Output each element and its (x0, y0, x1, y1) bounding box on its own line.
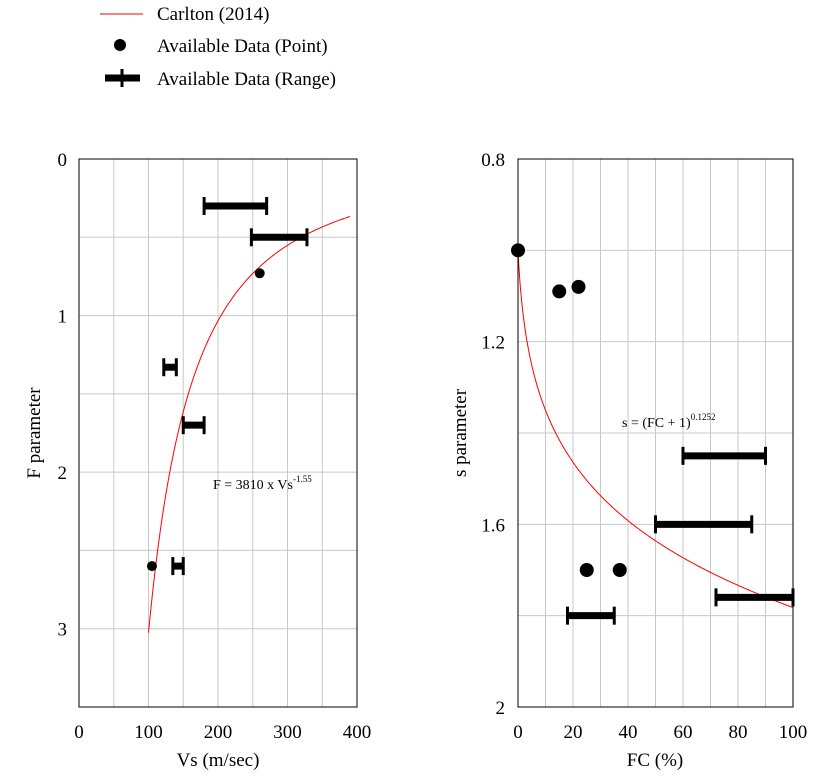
right-x-axis-label: FC (%) (627, 750, 683, 771)
right-equation-annotation: s = (FC + 1)0.1252 (622, 412, 715, 431)
right-equation-base: s = (FC + 1) (622, 416, 691, 431)
right-x-tick-label: 100 (779, 722, 808, 743)
right-carlton-curve (517, 250, 794, 608)
right-x-tick-label: 60 (674, 722, 693, 743)
right-y-tick-label: 0.8 (481, 150, 505, 171)
left-x-tick-label: 0 (74, 722, 84, 743)
left-tick-labels: 0 100 200 300 400 0 1 2 3 (58, 150, 372, 743)
right-x-tick-label: 40 (619, 722, 638, 743)
left-equation-base: F = 3810 x Vs (213, 478, 293, 493)
legend-point-label: Available Data (Point) (157, 36, 328, 57)
left-chart: 0 100 200 300 400 0 1 2 3 Vs (m/sec) F parameter… (24, 150, 371, 771)
left-carlton-curve (148, 216, 351, 633)
right-x-tick-label: 0 (513, 722, 523, 743)
legend-point-swatch (114, 39, 126, 51)
left-y-tick-label: 2 (58, 463, 68, 484)
right-y-tick-label: 1.2 (481, 333, 505, 354)
legend-curve-label: Carlton (2014) (157, 4, 269, 25)
left-data-point (254, 268, 265, 279)
left-x-tick-label: 400 (343, 722, 372, 743)
right-x-tick-label: 80 (729, 722, 748, 743)
left-curve-layer (148, 216, 351, 633)
left-x-tick-label: 200 (204, 722, 233, 743)
right-data-point (579, 563, 594, 577)
right-y-axis-label: s parameter (450, 388, 471, 477)
left-data-point (146, 561, 157, 572)
left-y-tick-label: 0 (58, 150, 68, 171)
legend-range-label: Available Data (Range) (157, 69, 336, 90)
right-gridlines (518, 159, 793, 707)
left-x-axis-label: Vs (m/sec) (177, 750, 260, 771)
left-equation-exponent: -1.55 (293, 474, 312, 484)
left-y-axis-label: F parameter (24, 387, 45, 479)
left-equation-annotation: F = 3810 x Vs-1.55 (213, 474, 312, 493)
right-data-point (552, 284, 567, 299)
left-x-tick-label: 100 (134, 722, 163, 743)
right-data-point (612, 563, 627, 577)
left-y-tick-label: 3 (58, 620, 68, 641)
right-y-tick-label: 1.6 (481, 515, 505, 536)
left-x-tick-label: 300 (273, 722, 302, 743)
left-plot-frame (78, 158, 358, 708)
right-chart: 0 20 40 60 80 100 0.8 1.2 1.6 2 FC (%) s paramete… (450, 150, 807, 771)
right-tick-labels: 0 20 40 60 80 100 0.8 1.2 1.6 2 (481, 150, 807, 743)
left-gridlines (79, 159, 357, 707)
right-equation-exponent: 0.1252 (691, 412, 716, 422)
legend: Carlton (2014) Available Data (Point) Av… (100, 4, 336, 90)
right-y-tick-label: 2 (496, 698, 506, 719)
right-curve-layer (517, 250, 794, 608)
left-y-tick-label: 1 (58, 307, 68, 328)
left-marks (146, 196, 309, 576)
right-data-point (571, 279, 586, 294)
right-x-tick-label: 20 (564, 722, 583, 743)
right-plot-frame (517, 158, 794, 708)
right-marks (511, 243, 795, 625)
